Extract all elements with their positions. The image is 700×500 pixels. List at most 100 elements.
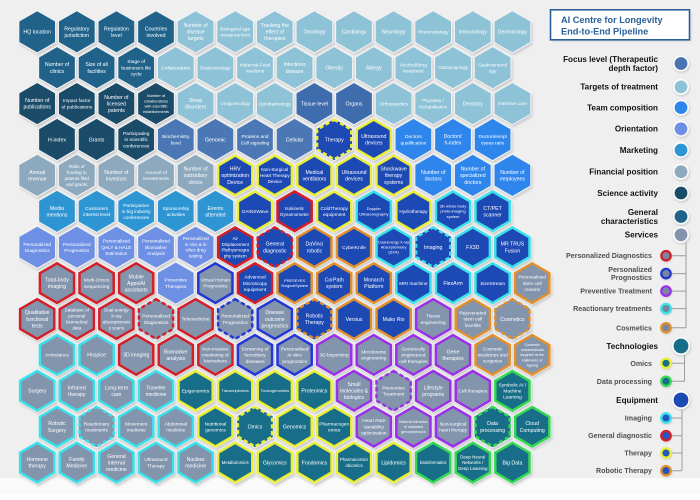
svg-text:Personalized: Personalized bbox=[183, 236, 210, 241]
svg-text:Medical: Medical bbox=[305, 170, 323, 176]
svg-text:therapy: therapy bbox=[29, 464, 47, 470]
svg-text:Doctors: Doctors bbox=[405, 134, 422, 140]
svg-text:clinics: clinics bbox=[50, 69, 65, 75]
svg-text:effect of: effect of bbox=[266, 30, 285, 36]
svg-text:Heart Therapy: Heart Therapy bbox=[260, 173, 291, 178]
svg-text:internal: internal bbox=[108, 460, 125, 466]
svg-text:Air: Air bbox=[232, 236, 238, 241]
svg-text:Dual-energy: Dual-energy bbox=[104, 308, 129, 313]
svg-text:devices: devices bbox=[345, 177, 363, 183]
svg-text:interest level: interest level bbox=[83, 212, 110, 218]
svg-text:care: care bbox=[111, 392, 121, 398]
svg-text:facilities: facilities bbox=[87, 69, 106, 75]
svg-text:investments: investments bbox=[143, 176, 169, 182]
svg-text:in big industry: in big industry bbox=[122, 209, 152, 214]
svg-text:Gene: Gene bbox=[447, 349, 460, 355]
svg-text:Marketing: Marketing bbox=[620, 146, 658, 155]
svg-text:Infectious: Infectious bbox=[283, 62, 306, 68]
svg-text:Isokinetic: Isokinetic bbox=[285, 206, 305, 211]
svg-text:Cell signaling: Cell signaling bbox=[241, 140, 270, 146]
svg-text:Disease: Disease bbox=[265, 310, 284, 316]
svg-text:Number of: Number of bbox=[183, 167, 208, 173]
svg-text:prognostics: prognostics bbox=[262, 323, 289, 329]
svg-text:jurisdiction: jurisdiction bbox=[64, 33, 90, 39]
svg-text:Number of: Number of bbox=[461, 167, 486, 173]
svg-text:Therapies: Therapies bbox=[165, 284, 187, 290]
svg-text:Metabolomics: Metabolomics bbox=[222, 460, 250, 465]
svg-text:Advanced: Advanced bbox=[244, 275, 266, 281]
svg-text:prognostics: prognostics bbox=[282, 359, 307, 365]
svg-text:Mobile: Mobile bbox=[129, 274, 144, 280]
svg-text:mentions: mentions bbox=[46, 212, 67, 218]
svg-text:3D whole body: 3D whole body bbox=[440, 203, 466, 208]
svg-text:investors: investors bbox=[106, 177, 127, 183]
svg-text:engineered: engineered bbox=[401, 353, 425, 359]
svg-text:Sequencing: Sequencing bbox=[84, 284, 110, 290]
svg-text:Reactionary treatments: Reactionary treatments bbox=[573, 305, 652, 313]
svg-text:Microbiome: Microbiome bbox=[361, 350, 386, 356]
svg-text:publications: publications bbox=[23, 105, 51, 111]
svg-text:Lifestyle: Lifestyle bbox=[424, 385, 443, 391]
svg-text:Impact factor: Impact factor bbox=[63, 98, 91, 104]
svg-text:Cosmetic: Cosmetic bbox=[483, 346, 503, 351]
svg-text:Number of: Number of bbox=[45, 62, 70, 68]
svg-text:Doppler: Doppler bbox=[367, 206, 382, 211]
svg-text:Versius: Versius bbox=[345, 317, 362, 323]
svg-text:clinics: clinics bbox=[189, 180, 204, 186]
svg-text:Preventive: Preventive bbox=[164, 278, 187, 284]
svg-text:collaborations: collaborations bbox=[144, 98, 168, 103]
svg-text:measurement: measurement bbox=[221, 33, 251, 39]
svg-text:Personalised: Personalised bbox=[281, 346, 309, 352]
svg-text:Therapy: Therapy bbox=[624, 450, 652, 458]
svg-text:Number of: Number of bbox=[500, 170, 525, 176]
svg-text:Oncology: Oncology bbox=[303, 30, 325, 36]
svg-text:Biological age: Biological age bbox=[220, 26, 250, 32]
svg-text:Natural mimetics: Natural mimetics bbox=[399, 420, 427, 424]
svg-text:heart therapy: heart therapy bbox=[439, 427, 467, 432]
svg-text:disorders: disorders bbox=[185, 105, 207, 111]
svg-text:Rheumatology: Rheumatology bbox=[418, 30, 450, 36]
svg-text:Epigenomics: Epigenomics bbox=[182, 389, 210, 395]
svg-text:Robotic: Robotic bbox=[306, 314, 324, 320]
svg-text:Variability: Variability bbox=[364, 424, 385, 430]
svg-text:Networks /: Networks / bbox=[462, 460, 484, 465]
svg-text:Number of: Number of bbox=[147, 93, 166, 98]
svg-text:level: level bbox=[111, 33, 122, 39]
svg-text:Rejuvenated: Rejuvenated bbox=[459, 311, 486, 317]
svg-text:Robotic: Robotic bbox=[48, 421, 66, 427]
svg-text:Neurology: Neurology bbox=[382, 30, 406, 36]
svg-text:system: system bbox=[326, 284, 342, 290]
svg-text:Lipidomics: Lipidomics bbox=[381, 460, 406, 466]
svg-text:Maternal-Fetal: Maternal-Fetal bbox=[240, 62, 270, 67]
svg-text:Tissue: Tissue bbox=[426, 314, 440, 320]
svg-text:attended: attended bbox=[205, 212, 225, 218]
svg-text:Preventive: Preventive bbox=[382, 385, 405, 391]
svg-text:diagnostic: diagnostic bbox=[263, 248, 287, 254]
svg-text:Absorptiometry: Absorptiometry bbox=[381, 246, 407, 250]
svg-text:in vivo & in: in vivo & in bbox=[185, 242, 207, 247]
svg-text:employees: employees bbox=[500, 177, 525, 183]
svg-text:Pharmacomicr: Pharmacomicr bbox=[340, 457, 369, 462]
svg-text:Robotic Therapy: Robotic Therapy bbox=[596, 467, 652, 475]
svg-text:Orthopaedics: Orthopaedics bbox=[379, 101, 408, 107]
svg-text:Prognostics: Prognostics bbox=[203, 284, 228, 289]
svg-text:Annual: Annual bbox=[29, 170, 45, 176]
svg-text:Hydrotherapy: Hydrotherapy bbox=[399, 209, 428, 214]
svg-text:Biomarker: Biomarker bbox=[145, 245, 167, 251]
svg-text:GAINSWave: GAINSWave bbox=[241, 209, 268, 215]
svg-text:Ultrasound: Ultrasound bbox=[361, 134, 386, 140]
svg-text:Multi-Omics: Multi-Omics bbox=[84, 278, 110, 284]
svg-text:3D imaging: 3D imaging bbox=[123, 353, 149, 359]
svg-text:systems: systems bbox=[384, 180, 403, 186]
svg-text:biomarkers: biomarkers bbox=[204, 359, 227, 364]
svg-text:Otolaryngology: Otolaryngology bbox=[438, 65, 468, 70]
svg-text:Regulation: Regulation bbox=[104, 26, 129, 32]
svg-text:Virtual Human: Virtual Human bbox=[201, 278, 230, 283]
svg-text:HQ location: HQ location bbox=[23, 30, 51, 36]
svg-text:Number of: Number of bbox=[104, 170, 129, 176]
svg-text:treatment: treatment bbox=[403, 69, 424, 75]
svg-text:Personalized: Personalized bbox=[608, 266, 652, 274]
svg-text:Doctors': Doctors' bbox=[444, 134, 463, 140]
svg-text:of publications: of publications bbox=[61, 104, 92, 110]
svg-text:revenue: revenue bbox=[28, 177, 47, 183]
